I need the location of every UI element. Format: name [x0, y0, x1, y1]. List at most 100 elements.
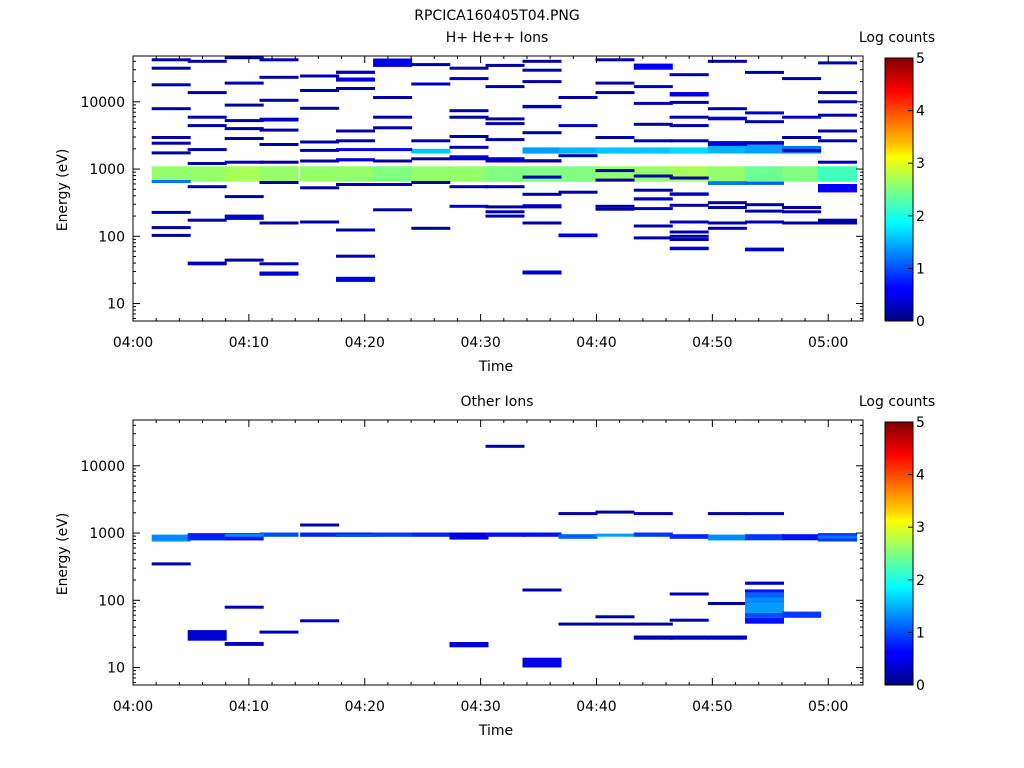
- heatmap-cell: [485, 122, 525, 126]
- x-tick-label: 04:20: [345, 335, 385, 351]
- heatmap-cell: [633, 197, 673, 201]
- heatmap-cell: [707, 635, 747, 640]
- heatmap-cell: [259, 160, 299, 164]
- colorbar-tick-label: 2: [916, 209, 925, 225]
- heatmap-cell: [595, 533, 635, 537]
- heatmap-cell: [336, 139, 375, 143]
- heatmap-cell: [449, 204, 489, 208]
- y-tick-label: 10000: [80, 459, 125, 475]
- heatmap-cell: [818, 100, 857, 104]
- heatmap-cell: [558, 534, 598, 539]
- heatmap-cell: [522, 59, 562, 63]
- heatmap-cell: [669, 124, 709, 128]
- heatmap-cell: [669, 534, 709, 539]
- heatmap-cell: [485, 444, 525, 448]
- figure-title: RPCICA160405T04.PNG: [414, 8, 579, 24]
- heatmap-cell: [595, 81, 635, 85]
- heatmap-cell: [449, 77, 489, 81]
- heatmap-cell: [669, 635, 709, 640]
- plot-frame: [132, 55, 864, 322]
- heatmap-cell: [336, 77, 375, 82]
- heatmap-cell: [595, 58, 635, 62]
- heatmap-cell: [151, 233, 191, 237]
- heatmap-cell: [522, 166, 562, 182]
- heatmap-cell: [558, 154, 598, 158]
- heatmap-cell: [336, 533, 375, 537]
- heatmap-cell: [151, 562, 191, 566]
- heatmap-cell: [745, 597, 784, 604]
- heatmap-cell: [485, 117, 525, 121]
- heatmap-cell: [300, 523, 340, 527]
- heatmap-cell: [187, 115, 227, 119]
- heatmap-cell: [224, 605, 264, 609]
- x-tick-label: 04:20: [345, 699, 385, 715]
- heatmap-cell: [782, 210, 822, 214]
- y-tick-label: 1000: [89, 526, 125, 542]
- heatmap-cell: [224, 81, 264, 85]
- heatmap-cell: [522, 221, 562, 225]
- heatmap-cell: [595, 207, 635, 211]
- heatmap-cell: [669, 139, 709, 143]
- heatmap-cell: [522, 657, 562, 668]
- heatmap-cell: [633, 224, 673, 228]
- heatmap-cell: [558, 190, 598, 194]
- heatmap-cell: [485, 157, 525, 163]
- heatmap-cell: [300, 74, 340, 78]
- heatmap-cell: [745, 70, 784, 74]
- heatmap-cell: [818, 61, 857, 65]
- heatmap-cell: [411, 82, 451, 86]
- heatmap-cell: [300, 619, 340, 623]
- heatmap-cell: [224, 214, 264, 220]
- colorbar-tick-label: 4: [916, 468, 925, 484]
- heatmap-cell: [151, 141, 191, 145]
- heatmap-cell: [633, 166, 673, 182]
- x-tick-label: 04:50: [692, 699, 732, 715]
- heatmap-cell: [669, 618, 709, 622]
- heatmap-cell: [224, 103, 264, 107]
- heatmap-cell: [707, 59, 747, 63]
- heatmap-cell: [224, 160, 264, 164]
- colorbar: [884, 57, 914, 322]
- heatmap-cell: [151, 180, 191, 183]
- heatmap-cell: [707, 141, 747, 146]
- heatmap-cell: [259, 128, 299, 132]
- heatmap-cell: [411, 63, 451, 67]
- heatmap-cell: [745, 247, 784, 252]
- heatmap-cell: [259, 630, 299, 634]
- heatmap-cells: [151, 56, 857, 282]
- heatmap-cell: [373, 183, 413, 186]
- heatmap-cell: [336, 129, 375, 133]
- heatmap-cell: [745, 220, 784, 224]
- heatmap-cell: [187, 261, 227, 266]
- heatmap-cell: [707, 602, 747, 605]
- heatmap-cell: [669, 192, 709, 196]
- x-tick-label: 04:40: [576, 699, 616, 715]
- heatmap-cell: [522, 270, 562, 275]
- heatmap-cell: [259, 75, 299, 79]
- heatmap-cell: [449, 532, 489, 540]
- heatmap-cell: [595, 91, 635, 95]
- heatmap-cell: [745, 581, 784, 585]
- x-tick-label: 04:10: [229, 699, 269, 715]
- heatmap-cell: [373, 96, 413, 99]
- heatmap-cell: [595, 169, 635, 173]
- y-tick-label: 10000: [80, 95, 125, 111]
- heatmap-cell: [336, 254, 375, 258]
- heatmap-cell: [595, 510, 635, 514]
- heatmap-cell: [707, 534, 747, 541]
- heatmap-cell: [485, 185, 525, 189]
- heatmap-cell: [373, 148, 413, 152]
- heatmap-cell: [633, 188, 673, 192]
- heatmap-cell: [151, 166, 191, 182]
- y-tick-label: 10: [107, 661, 125, 677]
- heatmap-cell: [633, 101, 673, 105]
- heatmap-cell: [707, 206, 747, 209]
- heatmap-cell: [336, 166, 375, 182]
- x-tick-label: 04:00: [113, 699, 153, 715]
- heatmap-cell: [336, 228, 375, 232]
- heatmap-cell: [633, 635, 673, 640]
- heatmap-cell: [485, 138, 525, 142]
- panel-title: Other Ions: [460, 394, 533, 410]
- heatmap-cell: [449, 185, 489, 189]
- y-tick-label: 100: [98, 229, 125, 245]
